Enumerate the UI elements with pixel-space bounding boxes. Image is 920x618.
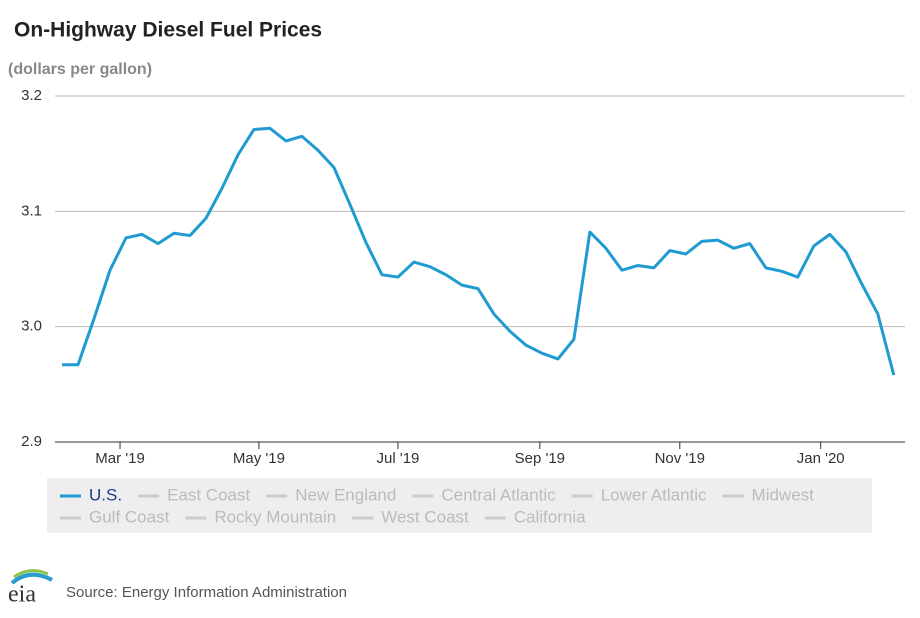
- legend-label: East Coast: [167, 485, 250, 504]
- y-tick-label: 2.9: [21, 433, 42, 450]
- chart-title: On-Highway Diesel Fuel Prices: [14, 19, 322, 42]
- legend-label: Central Atlantic: [441, 485, 556, 504]
- y-tick-label: 3.0: [21, 318, 42, 335]
- y-tick-label: 3.1: [21, 202, 42, 219]
- legend-label: Midwest: [752, 485, 815, 504]
- legend-label: New England: [295, 485, 396, 504]
- x-tick-label: Sep '19: [515, 450, 565, 467]
- x-tick-label: Jul '19: [376, 450, 419, 467]
- legend-label: Lower Atlantic: [601, 485, 707, 504]
- legend-box: [47, 478, 872, 533]
- legend-label: Rocky Mountain: [214, 507, 336, 526]
- legend-label: West Coast: [381, 507, 469, 526]
- legend-label: U.S.: [89, 485, 122, 504]
- y-tick-label: 3.2: [21, 87, 42, 104]
- x-tick-label: Mar '19: [95, 450, 145, 467]
- legend-label: Gulf Coast: [89, 507, 170, 526]
- chart-subtitle: (dollars per gallon): [8, 61, 152, 78]
- x-tick-label: Nov '19: [655, 450, 705, 467]
- series-line: [62, 126, 896, 376]
- x-tick-label: Jan '20: [797, 450, 845, 467]
- logo-text: eia: [8, 582, 36, 608]
- eia-logo: eia: [8, 569, 53, 608]
- x-tick-label: May '19: [233, 450, 285, 467]
- legend-label: California: [514, 507, 586, 526]
- source-note: Source: Energy Information Administratio…: [66, 584, 347, 601]
